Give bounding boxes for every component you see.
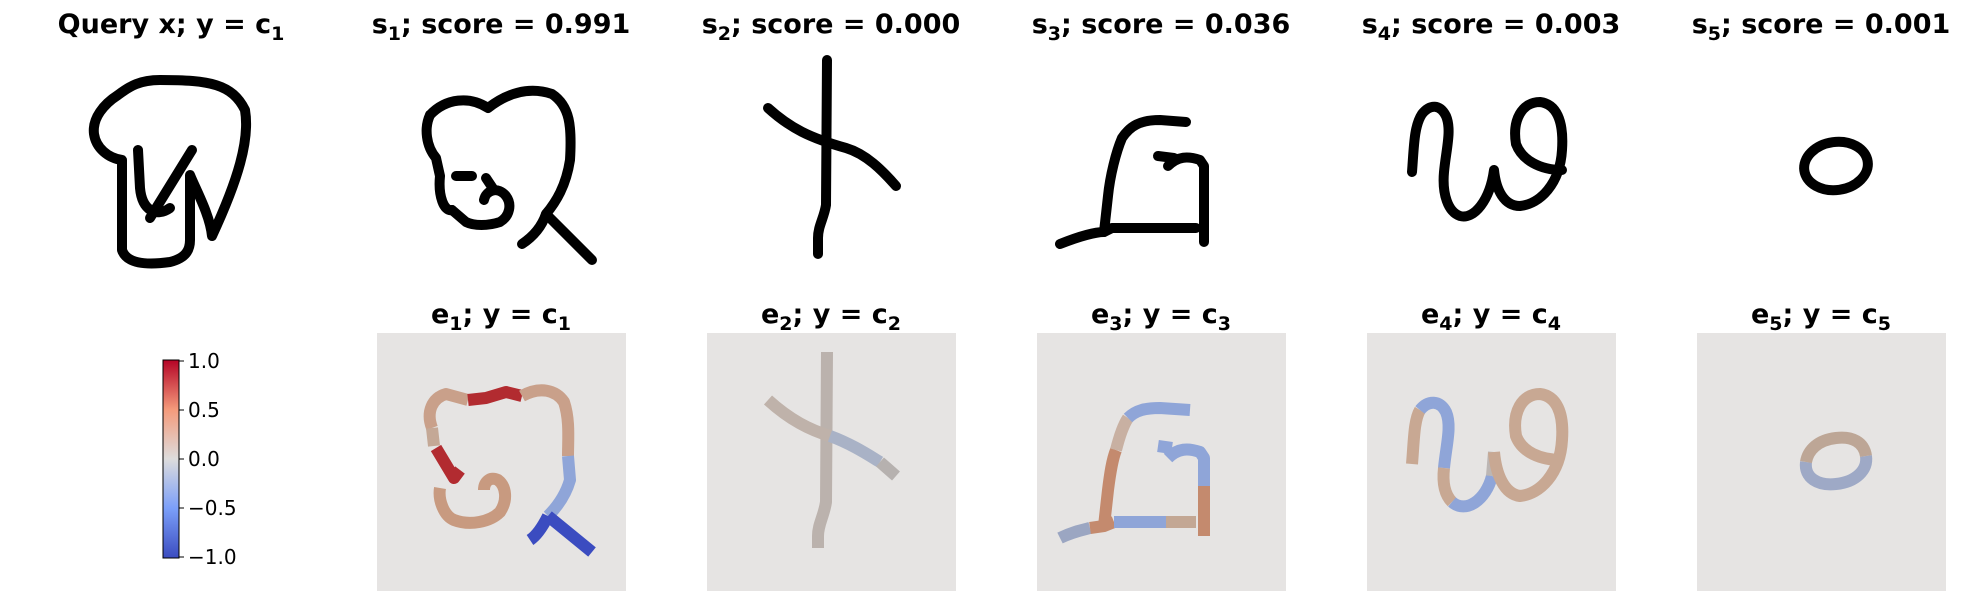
support-title-1: s1; score = 0.991 — [372, 9, 631, 45]
explanation-panel-2 — [707, 333, 956, 591]
support-glyph-5 — [1799, 136, 1873, 196]
explanation-title-2: e2; y = c2 — [761, 299, 901, 335]
explanation-title-4: e4; y = c4 — [1421, 299, 1561, 335]
explanation-title-5: e5; y = c5 — [1751, 299, 1891, 335]
colorbar-ticks — [179, 360, 184, 558]
support-title-2: s2; score = 0.000 — [702, 9, 961, 45]
support-glyph-1 — [421, 85, 597, 265]
colorbar-label-0.5: 0.5 — [188, 398, 220, 422]
explanation-title-1: e1; y = c1 — [431, 299, 571, 335]
support-glyph-3 — [1055, 115, 1209, 249]
explanation-title-3: e3; y = c3 — [1091, 299, 1231, 335]
colorbar — [162, 359, 180, 559]
query-title: Query x; y = c1 — [58, 9, 285, 45]
query-glyph — [88, 75, 252, 269]
support-title-3: s3; score = 0.036 — [1032, 9, 1291, 45]
colorbar-label-neg-1: −1.0 — [188, 545, 237, 569]
colorbar-label-neg-0.5: −0.5 — [188, 496, 237, 520]
support-title-5: s5; score = 0.001 — [1692, 9, 1951, 45]
explanation-bg-5 — [1697, 333, 1946, 591]
support-title-4: s4; score = 0.003 — [1362, 9, 1621, 45]
explanation-panel-4 — [1367, 333, 1616, 591]
explanation-panel-1 — [377, 333, 626, 591]
explanation-panel-3 — [1037, 333, 1286, 591]
colorbar-label-1: 1.0 — [188, 349, 220, 373]
support-glyph-4 — [1407, 97, 1568, 222]
explanation-bg-3 — [1037, 333, 1286, 591]
support-glyph-2 — [763, 55, 901, 259]
colorbar-label-0: 0.0 — [188, 447, 220, 471]
explanation-panel-5 — [1697, 333, 1946, 591]
